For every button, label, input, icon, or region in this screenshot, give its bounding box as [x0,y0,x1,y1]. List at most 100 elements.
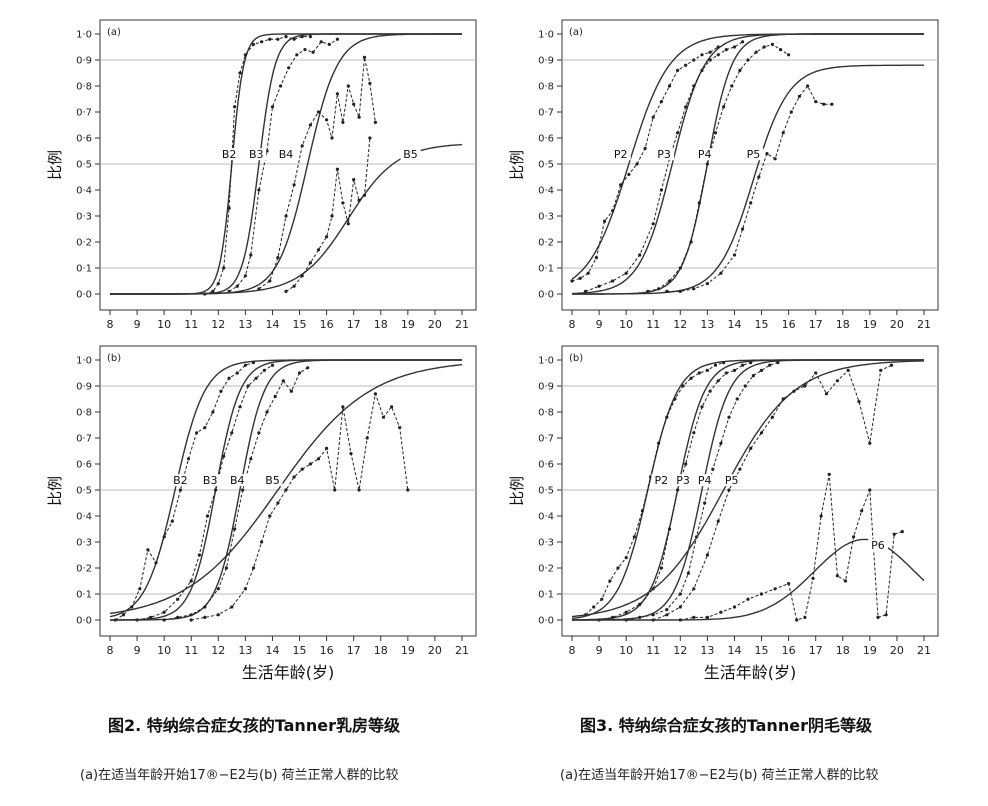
data-point [227,206,231,210]
data-point [254,376,258,380]
data-point [233,105,237,109]
data-point [789,110,793,114]
data-point [600,597,604,601]
data-point [287,66,291,70]
plot-frame [99,345,477,637]
data-point [678,592,682,596]
x-tick-label: 9 [596,644,603,657]
data-point [189,613,193,617]
chart-panel-3: 0·0 0·1 0·2 0·3 0·4 0·5 0·6 0·7 0·8 0·9 1·0 8 9 10 11 1… [508,345,939,682]
data-point [705,368,710,372]
observed-line-p2 [585,362,724,616]
data-point [368,136,372,140]
series-label-p5: P5 [747,148,761,161]
data-point [121,613,126,617]
data-point [876,615,880,620]
y-tick-label: 0·7 [76,434,92,445]
data-point [357,488,361,492]
series-label-b4: B4 [279,148,294,161]
data-point [270,105,275,109]
data-point [781,131,785,135]
data-point [292,183,296,187]
data-point [746,597,750,601]
series-label-bg [610,148,631,161]
y-tick-label: 0·5 [76,160,92,171]
y-axis-label: 比例 [508,150,526,180]
series-label-bg [262,474,283,487]
x-tick-label: 18 [374,318,388,331]
data-point [335,37,339,41]
plot-frame [99,19,477,311]
series-label-p3: P3 [676,474,690,487]
data-point [759,368,764,372]
data-point [365,436,369,440]
data-point [216,613,220,617]
data-point [624,556,628,560]
data-point [746,58,750,62]
data-point [608,579,612,583]
series-label-bg [654,148,675,161]
data-point [216,587,220,591]
data-point [624,610,628,614]
data-point [738,467,742,471]
y-tick-label: 0·2 [76,564,92,575]
data-point [689,376,693,380]
data-point [651,222,655,226]
data-point [716,519,720,523]
x-tick-label: 17 [809,318,823,331]
data-point [892,532,896,536]
data-point [741,227,745,231]
data-point [197,553,201,557]
y-tick-label: 1·0 [538,30,554,41]
data-point [860,509,864,513]
x-tick-label: 11 [646,644,660,657]
data-point [260,540,264,544]
data-point [700,405,704,409]
data-point [692,84,696,88]
x-tick-label: 11 [184,644,198,657]
series-label-b5: B5 [403,148,418,161]
data-point [303,48,307,52]
data-point [819,514,823,518]
y-tick-label: 0·6 [76,134,92,145]
data-point [824,392,829,396]
y-tick-label: 0·6 [538,134,554,145]
figure-3-title: 图3. 特纳综合症女孩的Tanner阴毛等级 [580,716,872,735]
data-point [646,289,650,293]
x-tick-label: 11 [646,318,660,331]
data-point [678,289,682,293]
data-point [300,274,304,278]
data-point [297,371,302,375]
data-point [773,157,777,161]
data-point [162,610,166,614]
series-label-p5: P5 [725,474,739,487]
data-point [787,53,791,57]
data-point [732,253,737,257]
data-point [211,289,215,293]
data-point [325,446,329,450]
data-point [762,45,766,49]
observed-line-b2 [115,362,254,621]
y-tick-label: 1·0 [76,356,92,367]
x-axis-label: 生活年龄(岁) [242,663,335,682]
panel-label: (a) [107,27,121,38]
data-point [770,415,775,419]
data-point [803,384,807,388]
x-tick-label: 15 [293,644,307,657]
observed-line-b2 [204,36,311,295]
y-tick-label: 0·2 [76,238,92,249]
data-point [732,45,737,49]
y-tick-label: 0·8 [76,82,92,93]
data-point [900,530,904,534]
data-point [830,102,834,106]
data-point [727,488,731,492]
data-point [640,509,645,513]
data-point [216,282,220,286]
data-point [722,361,726,365]
data-point [732,368,737,372]
data-point [635,162,639,166]
series-label-bg [694,148,715,161]
y-tick-label: 0·9 [76,56,92,67]
data-point [741,363,745,367]
x-tick-label: 8 [107,318,114,331]
